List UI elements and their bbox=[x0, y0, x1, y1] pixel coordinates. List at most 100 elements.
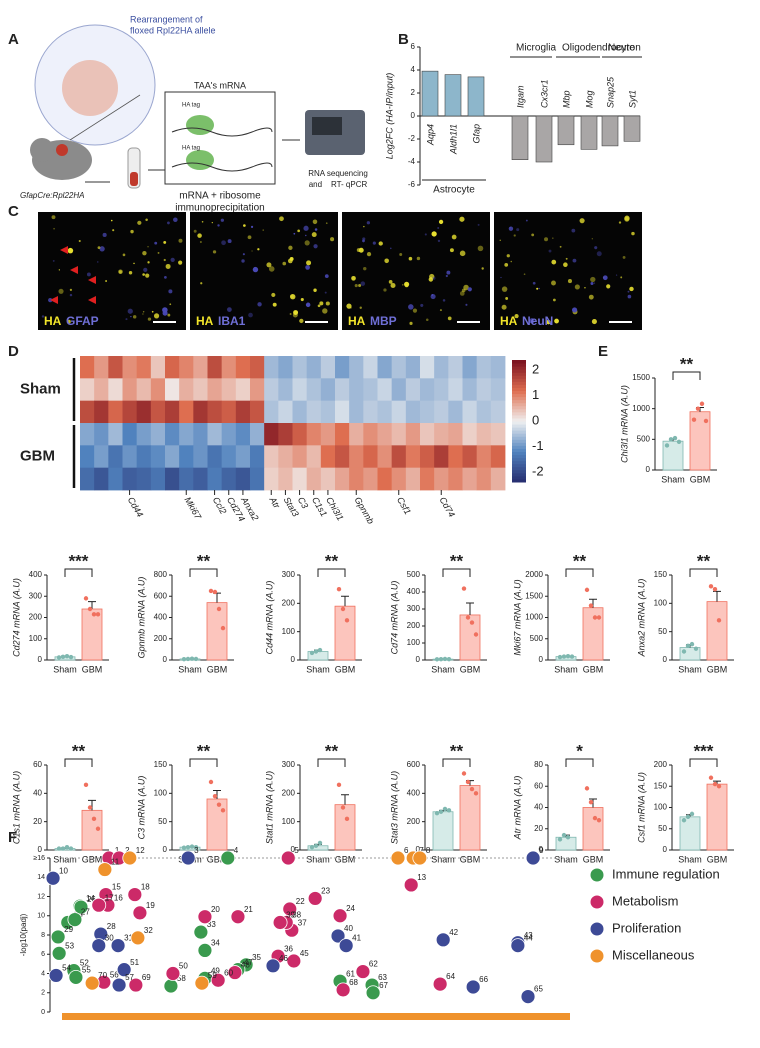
cell-signal bbox=[153, 313, 160, 319]
cell-signal bbox=[627, 294, 632, 299]
point-label: 60 bbox=[224, 968, 233, 977]
y-tick-label: 4 bbox=[41, 970, 45, 977]
y-tick-label: 2 bbox=[411, 88, 416, 97]
cell-signal bbox=[241, 259, 245, 263]
data-point bbox=[185, 656, 191, 662]
mouse-label: GfapCre:Rpl22HA bbox=[20, 191, 84, 200]
data-point bbox=[212, 793, 218, 799]
colorbar-step bbox=[512, 466, 526, 471]
heat-cell bbox=[94, 445, 109, 469]
cell-signal bbox=[366, 221, 371, 225]
gene-label: Csf1 bbox=[395, 495, 413, 516]
data-point bbox=[317, 840, 323, 846]
point-label: 30 bbox=[105, 934, 114, 943]
colorbar-step bbox=[512, 442, 526, 446]
data-point bbox=[216, 802, 222, 807]
heat-cell bbox=[448, 356, 463, 379]
heat-cell bbox=[150, 423, 166, 446]
heat-cell bbox=[94, 378, 109, 402]
y-axis-label: -log10(padj) bbox=[19, 913, 28, 956]
colorbar-step bbox=[512, 390, 526, 395]
data-point bbox=[596, 615, 602, 620]
data-point bbox=[313, 843, 319, 848]
error-bar bbox=[713, 590, 721, 602]
point bbox=[84, 975, 100, 991]
data-point bbox=[309, 650, 315, 656]
y-tick-label: ≥16 bbox=[33, 855, 45, 862]
colorbar-step bbox=[512, 393, 526, 398]
cell-signal bbox=[437, 227, 440, 230]
cell-signal bbox=[631, 231, 635, 236]
y-axis-label: Gpnmb mRNA (A.U) bbox=[136, 577, 146, 659]
cell-signal bbox=[325, 222, 328, 224]
y-axis-label: Stat3 mRNA (A.U) bbox=[389, 771, 399, 844]
heat-cell bbox=[136, 445, 152, 469]
colorbar-step bbox=[512, 472, 526, 477]
cell-signal bbox=[199, 241, 202, 244]
heat-cell bbox=[476, 400, 492, 424]
heat-cell bbox=[122, 356, 138, 379]
stain-label: HA bbox=[500, 314, 518, 328]
data-point bbox=[60, 654, 66, 660]
cell-signal bbox=[572, 258, 577, 263]
cell-signal bbox=[167, 313, 171, 317]
heat-cell bbox=[420, 356, 435, 379]
y-tick-label: 100 bbox=[654, 803, 668, 812]
cell-signal bbox=[125, 318, 128, 321]
point-label: 49 bbox=[211, 966, 220, 975]
panel-label: D bbox=[8, 343, 19, 360]
significance-label: ** bbox=[197, 551, 211, 570]
cell-signal bbox=[142, 311, 145, 313]
cell-signal bbox=[624, 216, 630, 222]
colorbar-tick-label: 2 bbox=[532, 362, 539, 377]
heat-cell bbox=[278, 400, 293, 424]
bar bbox=[444, 74, 462, 117]
x-tick-label: GBM bbox=[707, 664, 728, 674]
point-label: 57 bbox=[125, 973, 134, 982]
micrograph bbox=[38, 212, 186, 330]
heat-cell bbox=[235, 423, 251, 446]
point bbox=[91, 938, 107, 953]
point-label: 43 bbox=[524, 931, 533, 940]
heat-cell bbox=[136, 356, 152, 379]
cell-signal bbox=[363, 225, 365, 228]
y-axis-label: Anxa2 mRNA (A.U) bbox=[636, 579, 646, 658]
heat-cell bbox=[150, 400, 166, 424]
cell-signal bbox=[58, 269, 60, 271]
y-tick-label: 200 bbox=[282, 788, 296, 797]
x-tick-label: Mog bbox=[584, 90, 594, 108]
point-label: 68 bbox=[349, 978, 358, 987]
data-point bbox=[699, 401, 705, 406]
schematic bbox=[30, 24, 365, 189]
y-tick-label: 8 bbox=[41, 932, 45, 939]
point bbox=[390, 850, 406, 866]
bar bbox=[334, 605, 356, 661]
y-tick-label: 0 bbox=[291, 845, 296, 854]
point bbox=[132, 905, 148, 921]
significance-bracket bbox=[317, 758, 346, 767]
cell-signal bbox=[565, 257, 568, 260]
colorbar-step bbox=[512, 460, 526, 465]
heat-cell bbox=[80, 445, 95, 469]
x-tick-label: Aldh1l1 bbox=[448, 124, 458, 155]
colorbar-step bbox=[512, 360, 526, 364]
heat-cell bbox=[94, 356, 109, 379]
cell-signal bbox=[248, 312, 253, 318]
heat-cell bbox=[391, 378, 407, 402]
significance-bracket bbox=[442, 758, 471, 767]
point-label: 69 bbox=[142, 973, 151, 982]
cell-signal bbox=[588, 294, 594, 300]
y-tick-label: 400 bbox=[407, 788, 421, 797]
significance-bracket bbox=[689, 568, 718, 577]
data-point bbox=[220, 625, 226, 631]
bar bbox=[580, 115, 598, 150]
cell-signal bbox=[168, 289, 173, 294]
colorbar-step bbox=[512, 402, 526, 407]
cell-signal bbox=[449, 248, 454, 253]
cell-signal bbox=[399, 253, 403, 256]
heat-cell bbox=[221, 445, 237, 469]
heat-cell bbox=[420, 445, 435, 469]
cell-signal bbox=[41, 315, 45, 318]
bar bbox=[706, 783, 728, 851]
